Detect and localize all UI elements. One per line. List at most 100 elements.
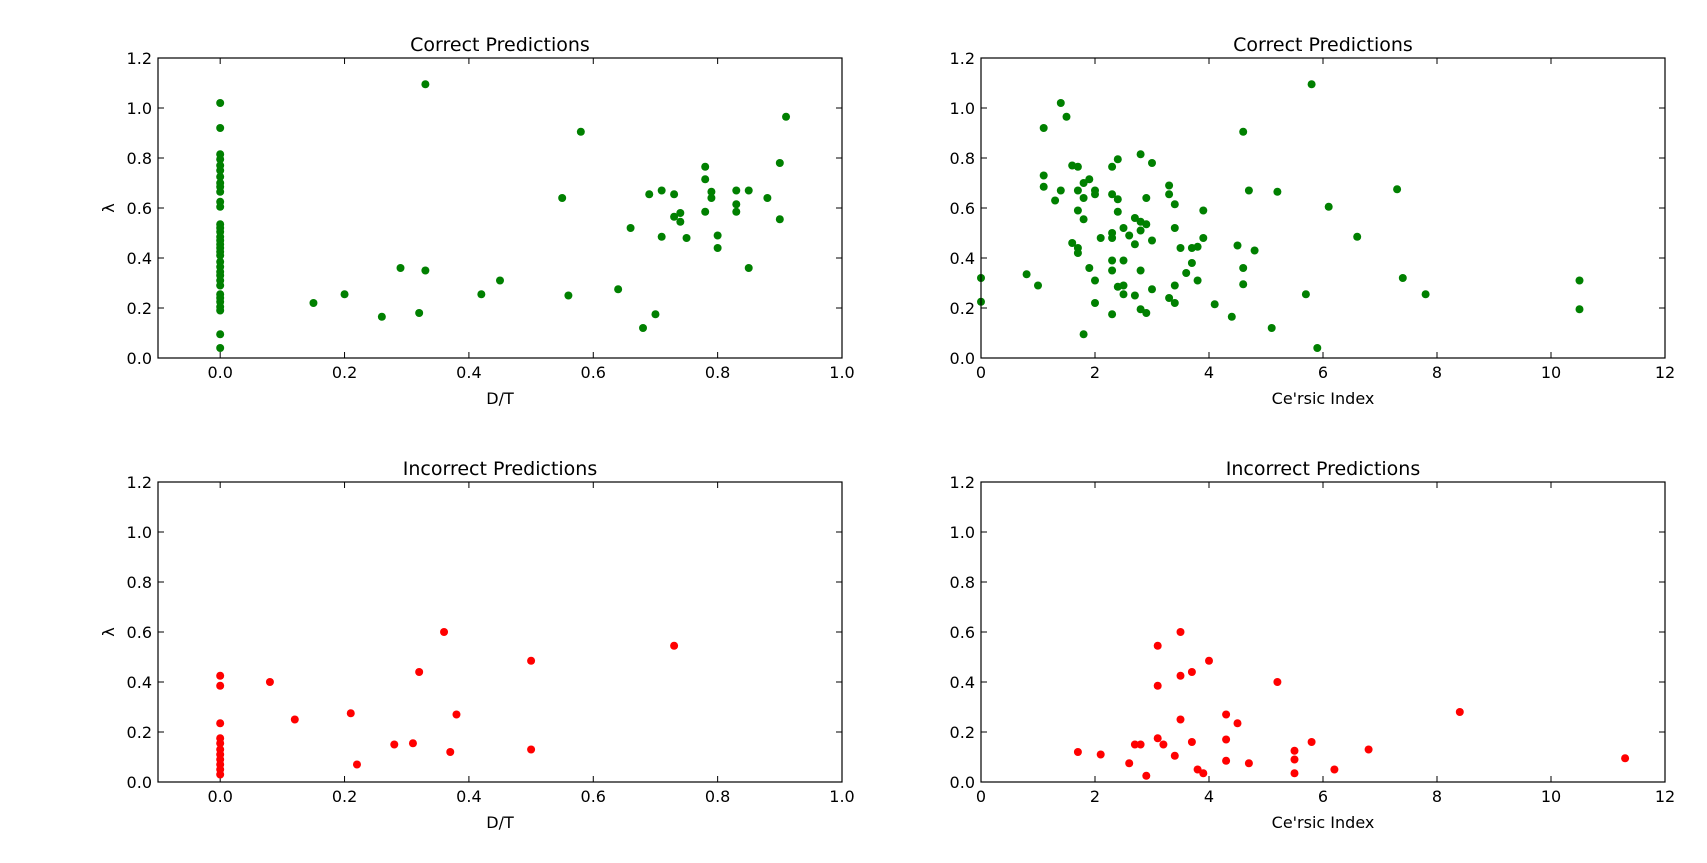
data-point [1199,769,1208,778]
data-point [1193,765,1202,774]
x-tick-label: 0.8 [705,363,730,382]
plot-frame [980,57,1666,359]
data-point [1273,187,1282,196]
data-point [527,745,536,754]
data-point [440,628,449,636]
y-tick-label: 0.0 [950,773,975,792]
data-point [1113,207,1122,216]
data-point [1153,641,1162,650]
data-point [1239,127,1248,136]
x-tick-label: 1.0 [829,787,854,806]
x-axis-label: D/T [486,389,514,408]
data-point [1170,299,1179,307]
data-point [408,739,417,748]
data-point [732,186,741,195]
data-point [1176,671,1185,680]
data-point [1108,190,1117,199]
data-point [1125,759,1134,768]
data-point [1130,240,1139,249]
data-point [1170,281,1179,290]
data-point [1621,754,1630,763]
data-point [1159,740,1168,749]
data-point [1307,80,1316,89]
data-point [340,290,349,299]
data-point [657,186,666,195]
data-point [377,312,386,321]
data-point [1170,751,1179,760]
subplot-incorrect-dt: Incorrect Predictions D/T λ 0.0 0.2 0.4 0.6… [99,458,855,832]
data-point [396,264,405,272]
x-axis-label: Ce'rsic Index [1272,389,1375,408]
x-tick-label: 10 [1541,363,1561,382]
data-point [216,155,225,164]
y-axis-label: λ [99,627,118,636]
data-point [1187,668,1196,676]
data-point [1056,186,1065,195]
data-point [707,194,716,202]
data-point [1119,256,1128,265]
data-point [415,668,424,676]
x-tick-label: 4 [1204,787,1214,806]
scatter-points [216,80,791,352]
data-point [1290,746,1299,755]
x-tick-label: 6 [1318,787,1328,806]
data-point [1073,186,1082,195]
data-point [1108,310,1117,319]
data-point [1301,290,1310,299]
x-tick-label: 10 [1541,787,1561,806]
data-point [1244,759,1253,768]
data-point [713,231,722,240]
y-tick-label: 0.8 [950,573,975,592]
data-point [452,710,461,719]
data-point [1039,171,1048,180]
data-point [1290,769,1299,778]
y-tick-label: 0.2 [127,723,152,742]
data-point [352,760,361,769]
data-point [1079,194,1088,202]
data-point [216,330,225,339]
data-point [1250,246,1259,255]
data-point [1136,740,1145,749]
data-point [676,209,685,217]
x-tick-label: 0 [976,363,986,382]
data-point [1096,750,1105,759]
data-point [1119,281,1128,290]
y-tick-label: 0.2 [950,723,975,742]
y-axis-label: λ [99,203,118,212]
x-tick-label: 8 [1432,787,1442,806]
data-point [1079,179,1088,187]
x-tick-label: 2 [1090,363,1100,382]
data-point [1324,202,1333,211]
y-tick-label: 1.2 [127,473,152,492]
x-axis-label: Ce'rsic Index [1272,813,1375,832]
x-tick-label: 0.6 [581,787,606,806]
data-point [477,290,486,299]
data-point [1108,234,1117,242]
data-point [216,344,225,352]
data-point [1267,324,1276,332]
data-point [707,187,716,196]
data-point [1165,294,1174,302]
data-point [1239,280,1248,289]
y-tick-label: 0.2 [950,299,975,318]
subplot-correct-cersic: Correct Predictions Ce'rsic Index 0 2 4 6 8 1… [950,34,1676,408]
scatter-points [1073,628,1630,780]
data-point [670,190,679,199]
data-point [216,681,225,690]
data-point [1153,734,1162,743]
data-point [676,217,685,226]
data-point [1062,112,1071,121]
data-point [1421,290,1430,299]
data-point [1096,234,1105,242]
x-tick-label: 0.0 [207,787,232,806]
data-point [415,309,424,317]
data-point [216,739,225,748]
x-tick-label: 0.2 [332,363,357,382]
y-tick-label: 1.2 [127,49,152,68]
data-point [639,324,648,332]
data-point [1233,241,1242,250]
data-point [1176,628,1185,636]
data-point [1108,266,1117,275]
data-point [1244,186,1253,195]
